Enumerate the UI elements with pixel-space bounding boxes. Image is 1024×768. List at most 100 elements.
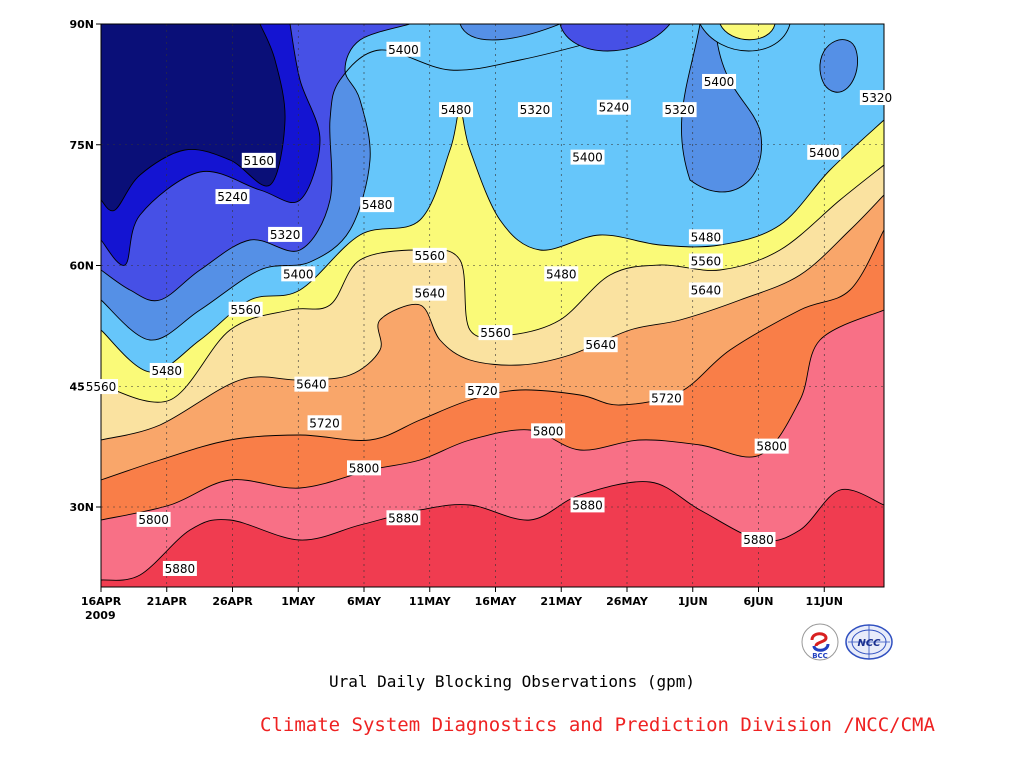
contour-labels: 5160 5240 5320 5400 5560 5480 5560 5400 5480 5560… <box>84 41 894 576</box>
contour-label-bg <box>583 337 618 353</box>
y-tick-label: 90N <box>69 18 94 31</box>
contour-label-text: 5480 <box>691 230 722 244</box>
contour-label-bg <box>702 73 737 89</box>
contour-label-bg <box>386 510 421 526</box>
contour-label-bg <box>412 247 447 263</box>
contour-label-text: 5480 <box>362 198 393 212</box>
contour-pocket-5 <box>719 24 776 41</box>
contour-line-5320 <box>101 24 651 302</box>
contour-label: 5640 <box>688 282 723 298</box>
contour-line-5720 <box>101 229 884 481</box>
contour-label: 5480 <box>439 102 474 118</box>
svg-text:BCC: BCC <box>812 652 828 660</box>
y-tick-label: 75N <box>69 139 94 152</box>
contour-line-5800 <box>101 309 884 521</box>
x-tick-label: 6JUN <box>744 595 774 608</box>
contour-label-text: 5400 <box>388 43 419 57</box>
contour-label: 5400 <box>386 41 421 57</box>
contour-label-text: 5560 <box>480 326 511 340</box>
contour-label: 5240 <box>215 189 250 205</box>
contour-label-bg <box>596 99 631 115</box>
contour-label-bg <box>478 325 513 341</box>
contour-label-text: 5880 <box>743 533 774 547</box>
contour-label-text: 5640 <box>414 287 445 301</box>
contour-label-bg <box>662 102 697 118</box>
contour-pocket-1 <box>459 24 561 41</box>
contour-label: 5480 <box>544 266 579 282</box>
y-tick-label: 30N <box>69 501 94 514</box>
contour-label-text: 5880 <box>165 562 196 576</box>
contour-label-text: 5640 <box>691 283 722 297</box>
contour-label-text: 5880 <box>572 498 603 512</box>
contour-label-text: 5800 <box>138 513 169 527</box>
contour-label-text: 5400 <box>572 151 603 165</box>
contour-label-bg <box>241 152 276 168</box>
contour-label-text: 5160 <box>244 154 275 168</box>
x-axis-year-label: 2009 <box>85 609 116 622</box>
x-tick-label: 16APR <box>81 595 122 608</box>
contour-label-bg <box>741 532 776 548</box>
ncc-logo: NCC <box>845 624 893 660</box>
contour-label: 5640 <box>412 285 447 301</box>
contour-label-text: 5240 <box>217 190 248 204</box>
contour-label-bg <box>268 226 303 242</box>
contour-label-text: 5800 <box>349 461 380 475</box>
bcc-logo: BCC <box>801 623 839 661</box>
band-5880 <box>101 481 884 587</box>
contour-label-bg <box>162 560 197 576</box>
contour-label: 5800 <box>531 423 566 439</box>
contour-label-bg <box>347 460 381 476</box>
chart-title: Ural Daily Blocking Observations (gpm) <box>328 672 696 691</box>
credit-text: Climate System Diagnostics and Predictio… <box>260 714 935 736</box>
x-tick-label: 21MAY <box>540 595 583 608</box>
x-tick-label: 1JUN <box>678 595 708 608</box>
contour-label-text: 5400 <box>283 267 314 281</box>
contour-label: 5400 <box>807 144 842 160</box>
contour-label-bg <box>228 301 263 317</box>
contour-label-bg <box>412 285 447 301</box>
contour-label: 5640 <box>583 337 618 353</box>
x-axis: 16APR 21APR 26APR 1MAY 6MAY 11MAY 16MAY 21MAY 26… <box>81 587 843 608</box>
x-tick-label: 11JUN <box>805 595 843 608</box>
contour-label-text: 5720 <box>651 391 682 405</box>
contour-label: 5560 <box>412 247 447 263</box>
contour-label: 5400 <box>570 149 605 165</box>
contour-label-text: 5560 <box>414 249 445 263</box>
contour-label: 5400 <box>702 73 737 89</box>
x-tick-label: 6MAY <box>347 595 382 608</box>
contour-label-bg <box>386 41 421 57</box>
contour-label: 5160 <box>241 152 276 168</box>
contour-label-text: 5640 <box>296 378 327 392</box>
contour-line-5400 <box>101 24 411 341</box>
contour-lines <box>101 24 884 581</box>
contour-label-bg <box>149 362 184 378</box>
contour-label: 5640 <box>294 376 329 392</box>
contour-pocket-2 <box>559 24 671 52</box>
contour-label-bg <box>688 253 723 269</box>
contour-label-bg <box>544 266 579 282</box>
contour-label-bg <box>136 511 171 527</box>
contour-label: 5560 <box>228 301 263 317</box>
contour-label: 5880 <box>570 497 605 513</box>
contour-label-text: 5560 <box>230 303 261 317</box>
contour-label-text: 5880 <box>388 511 419 525</box>
contour-label: 5320 <box>662 102 697 118</box>
contour-label-bg <box>570 497 605 513</box>
contour-bands <box>101 24 884 587</box>
contour-label-text: 5800 <box>533 424 564 438</box>
contour-label-bg <box>281 266 316 282</box>
contour-line-5240 <box>101 24 321 266</box>
contour-label: 5880 <box>386 510 421 526</box>
contour-label-bg <box>807 144 842 160</box>
contour-label-text: 5400 <box>704 75 735 89</box>
contour-label: 5720 <box>649 390 684 406</box>
contour-label: 5800 <box>347 460 381 476</box>
contour-label-bg <box>360 197 395 213</box>
contour-label-bg <box>649 390 684 406</box>
contour-label-text: 5720 <box>467 384 498 398</box>
contour-label-bg <box>465 383 500 399</box>
contour-pocket-6 <box>819 39 858 93</box>
contour-label-text: 5560 <box>86 380 117 394</box>
